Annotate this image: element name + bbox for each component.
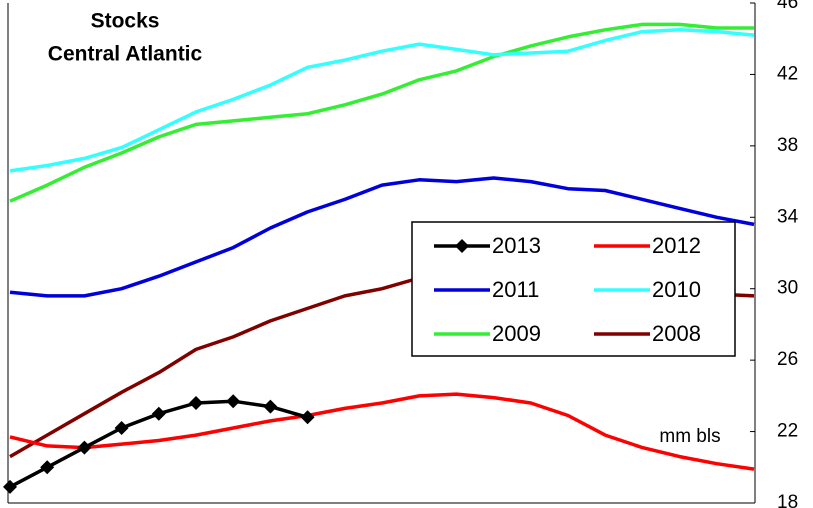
data-point xyxy=(3,479,17,494)
legend-marker xyxy=(455,239,469,253)
series-line xyxy=(9,28,755,173)
data-point xyxy=(40,460,55,475)
legend-label: 2011 xyxy=(492,277,539,302)
data-point xyxy=(114,421,129,435)
y-tick-label: 38 xyxy=(777,135,798,156)
y-axis-label: mm bls xyxy=(659,426,720,447)
data-point xyxy=(151,406,166,421)
legend-label: 2013 xyxy=(492,233,541,258)
plot-area xyxy=(3,2,756,504)
y-tick-label: 30 xyxy=(777,278,798,299)
data-point xyxy=(300,410,315,425)
legend: 2013 2012 2011 2010 2009 2008 xyxy=(411,221,736,357)
data-point xyxy=(226,394,241,409)
legend-label: 2012 xyxy=(652,233,701,258)
legend-label: 2010 xyxy=(652,277,701,302)
y-tick-label: 26 xyxy=(777,349,798,370)
series-line xyxy=(9,176,755,298)
y-tick-label: 46 xyxy=(777,0,798,13)
data-point xyxy=(77,440,92,455)
y-tick-label: 18 xyxy=(777,492,798,508)
y-tick-label: 22 xyxy=(777,421,798,442)
series-line xyxy=(9,392,755,471)
data-point xyxy=(263,399,278,414)
series-line xyxy=(9,22,754,203)
data-point xyxy=(189,396,203,410)
chart-subtitle: Central Atlantic xyxy=(48,43,203,66)
chart-title: Stocks xyxy=(91,10,160,33)
legend-label: 2008 xyxy=(652,321,701,346)
legend-label: 2009 xyxy=(492,321,541,346)
y-tick-label: 34 xyxy=(777,206,799,227)
y-tick-label: 42 xyxy=(777,63,798,84)
